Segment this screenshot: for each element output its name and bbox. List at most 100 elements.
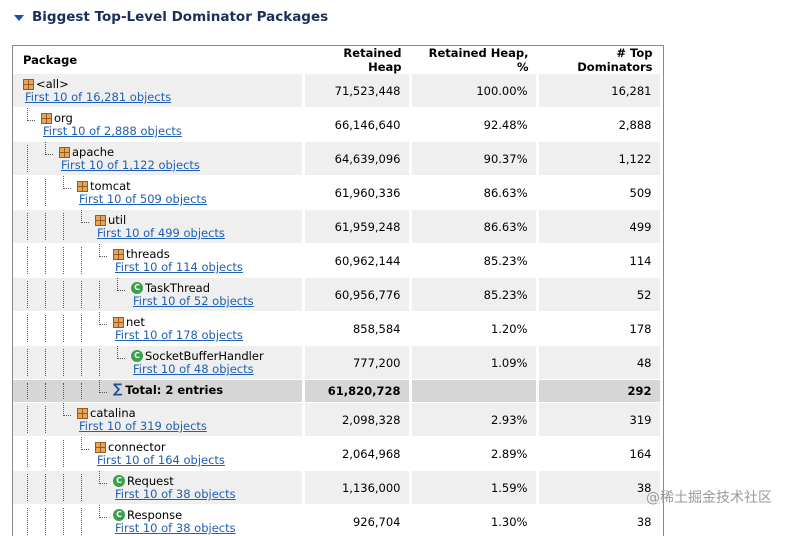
dominator-table: Package Retained Heap Retained Heap, % #… bbox=[12, 45, 664, 536]
package-name: SocketBufferHandler bbox=[145, 349, 264, 363]
tree-elbow-line bbox=[45, 142, 53, 155]
tree-elbow-line bbox=[81, 210, 89, 223]
class-icon: C bbox=[131, 350, 143, 362]
class-icon: C bbox=[113, 509, 125, 521]
tree-elbow-line bbox=[99, 380, 107, 393]
tree-node[interactable]: threads bbox=[113, 247, 170, 261]
tree-elbow-line bbox=[81, 437, 89, 450]
tree-guide-line bbox=[45, 474, 46, 501]
retained-pct-cell: 86.63% bbox=[410, 210, 537, 244]
objects-link[interactable]: First 10 of 2,888 objects bbox=[43, 124, 182, 138]
tree-node[interactable]: net bbox=[113, 315, 145, 329]
retained-heap-cell: 61,820,728 bbox=[303, 380, 410, 403]
top-dominators-cell: 16,281 bbox=[537, 74, 661, 108]
objects-link[interactable]: First 10 of 16,281 objects bbox=[25, 90, 171, 104]
tree-node[interactable]: connector bbox=[95, 440, 166, 454]
tree-node[interactable]: apache bbox=[59, 145, 114, 159]
section-header[interactable]: Biggest Top-Level Dominator Packages bbox=[14, 6, 328, 28]
retained-pct-cell: 1.09% bbox=[410, 346, 537, 380]
retained-pct-cell: 2.93% bbox=[410, 403, 537, 437]
tree-node[interactable]: org bbox=[41, 111, 73, 125]
tree-elbow-line bbox=[63, 176, 71, 189]
tree-guide-line bbox=[45, 315, 46, 342]
retained-pct-cell: 1.30% bbox=[410, 505, 537, 536]
objects-link[interactable]: First 10 of 38 objects bbox=[115, 521, 236, 535]
top-dominators-cell: 2,888 bbox=[537, 108, 661, 142]
collapse-triangle-icon[interactable] bbox=[14, 15, 24, 21]
retained-pct-cell: 85.23% bbox=[410, 278, 537, 312]
total-row[interactable]: ∑Total: 2 entries 61,820,728 292 bbox=[13, 380, 661, 403]
package-icon bbox=[95, 215, 106, 226]
top-dominators-cell: 164 bbox=[537, 437, 661, 471]
package-name: util bbox=[108, 213, 126, 227]
tree-guide-line bbox=[45, 247, 46, 274]
top-dominators-cell: 38 bbox=[537, 471, 661, 505]
tree-guide-line bbox=[99, 349, 100, 376]
objects-link[interactable]: First 10 of 114 objects bbox=[115, 260, 243, 274]
retained-heap-cell: 1,136,000 bbox=[303, 471, 410, 505]
tree-node[interactable]: util bbox=[95, 213, 126, 227]
tree-elbow-line bbox=[117, 346, 125, 359]
package-name: net bbox=[126, 315, 145, 329]
objects-link[interactable]: First 10 of 164 objects bbox=[97, 453, 225, 467]
tree-elbow-line bbox=[99, 312, 107, 325]
tree-node[interactable]: <all> bbox=[23, 77, 69, 91]
tree-guide-line bbox=[81, 349, 82, 376]
header-retained-heap[interactable]: Retained Heap bbox=[303, 46, 410, 74]
tree-node[interactable]: catalina bbox=[77, 406, 136, 420]
objects-link[interactable]: First 10 of 48 objects bbox=[133, 362, 254, 376]
header-package[interactable]: Package bbox=[13, 46, 303, 74]
retained-heap-cell: 926,704 bbox=[303, 505, 410, 536]
tree-guide-line bbox=[27, 179, 28, 206]
objects-link[interactable]: First 10 of 38 objects bbox=[115, 487, 236, 501]
top-dominators-cell: 52 bbox=[537, 278, 661, 312]
tree-guide-line bbox=[81, 474, 82, 501]
header-retained-heap-pct[interactable]: Retained Heap, % bbox=[410, 46, 537, 74]
package-name: threads bbox=[126, 247, 170, 261]
retained-pct-cell: 2.89% bbox=[410, 437, 537, 471]
header-top-dominators[interactable]: # Top Dominators bbox=[537, 46, 661, 74]
tree-node[interactable]: ∑Total: 2 entries bbox=[113, 383, 223, 397]
objects-link[interactable]: First 10 of 509 objects bbox=[79, 192, 207, 206]
objects-link[interactable]: First 10 of 319 objects bbox=[79, 419, 207, 433]
package-icon bbox=[113, 317, 124, 328]
objects-link[interactable]: First 10 of 499 objects bbox=[97, 226, 225, 240]
section-title: Biggest Top-Level Dominator Packages bbox=[32, 9, 328, 25]
tree-guide-line bbox=[27, 474, 28, 501]
tree-elbow-line bbox=[27, 108, 35, 121]
objects-link[interactable]: First 10 of 52 objects bbox=[133, 294, 254, 308]
tree-elbow-line bbox=[63, 403, 71, 416]
tree-guide-line bbox=[45, 440, 46, 467]
objects-link[interactable]: First 10 of 1,122 objects bbox=[61, 158, 200, 172]
objects-link[interactable]: First 10 of 178 objects bbox=[115, 328, 243, 342]
tree-guide-line bbox=[27, 440, 28, 467]
tree-guide-line bbox=[45, 508, 46, 535]
tree-guide-line bbox=[45, 213, 46, 240]
tree-node[interactable]: tomcat bbox=[77, 179, 131, 193]
top-dominators-cell: 292 bbox=[537, 380, 661, 403]
